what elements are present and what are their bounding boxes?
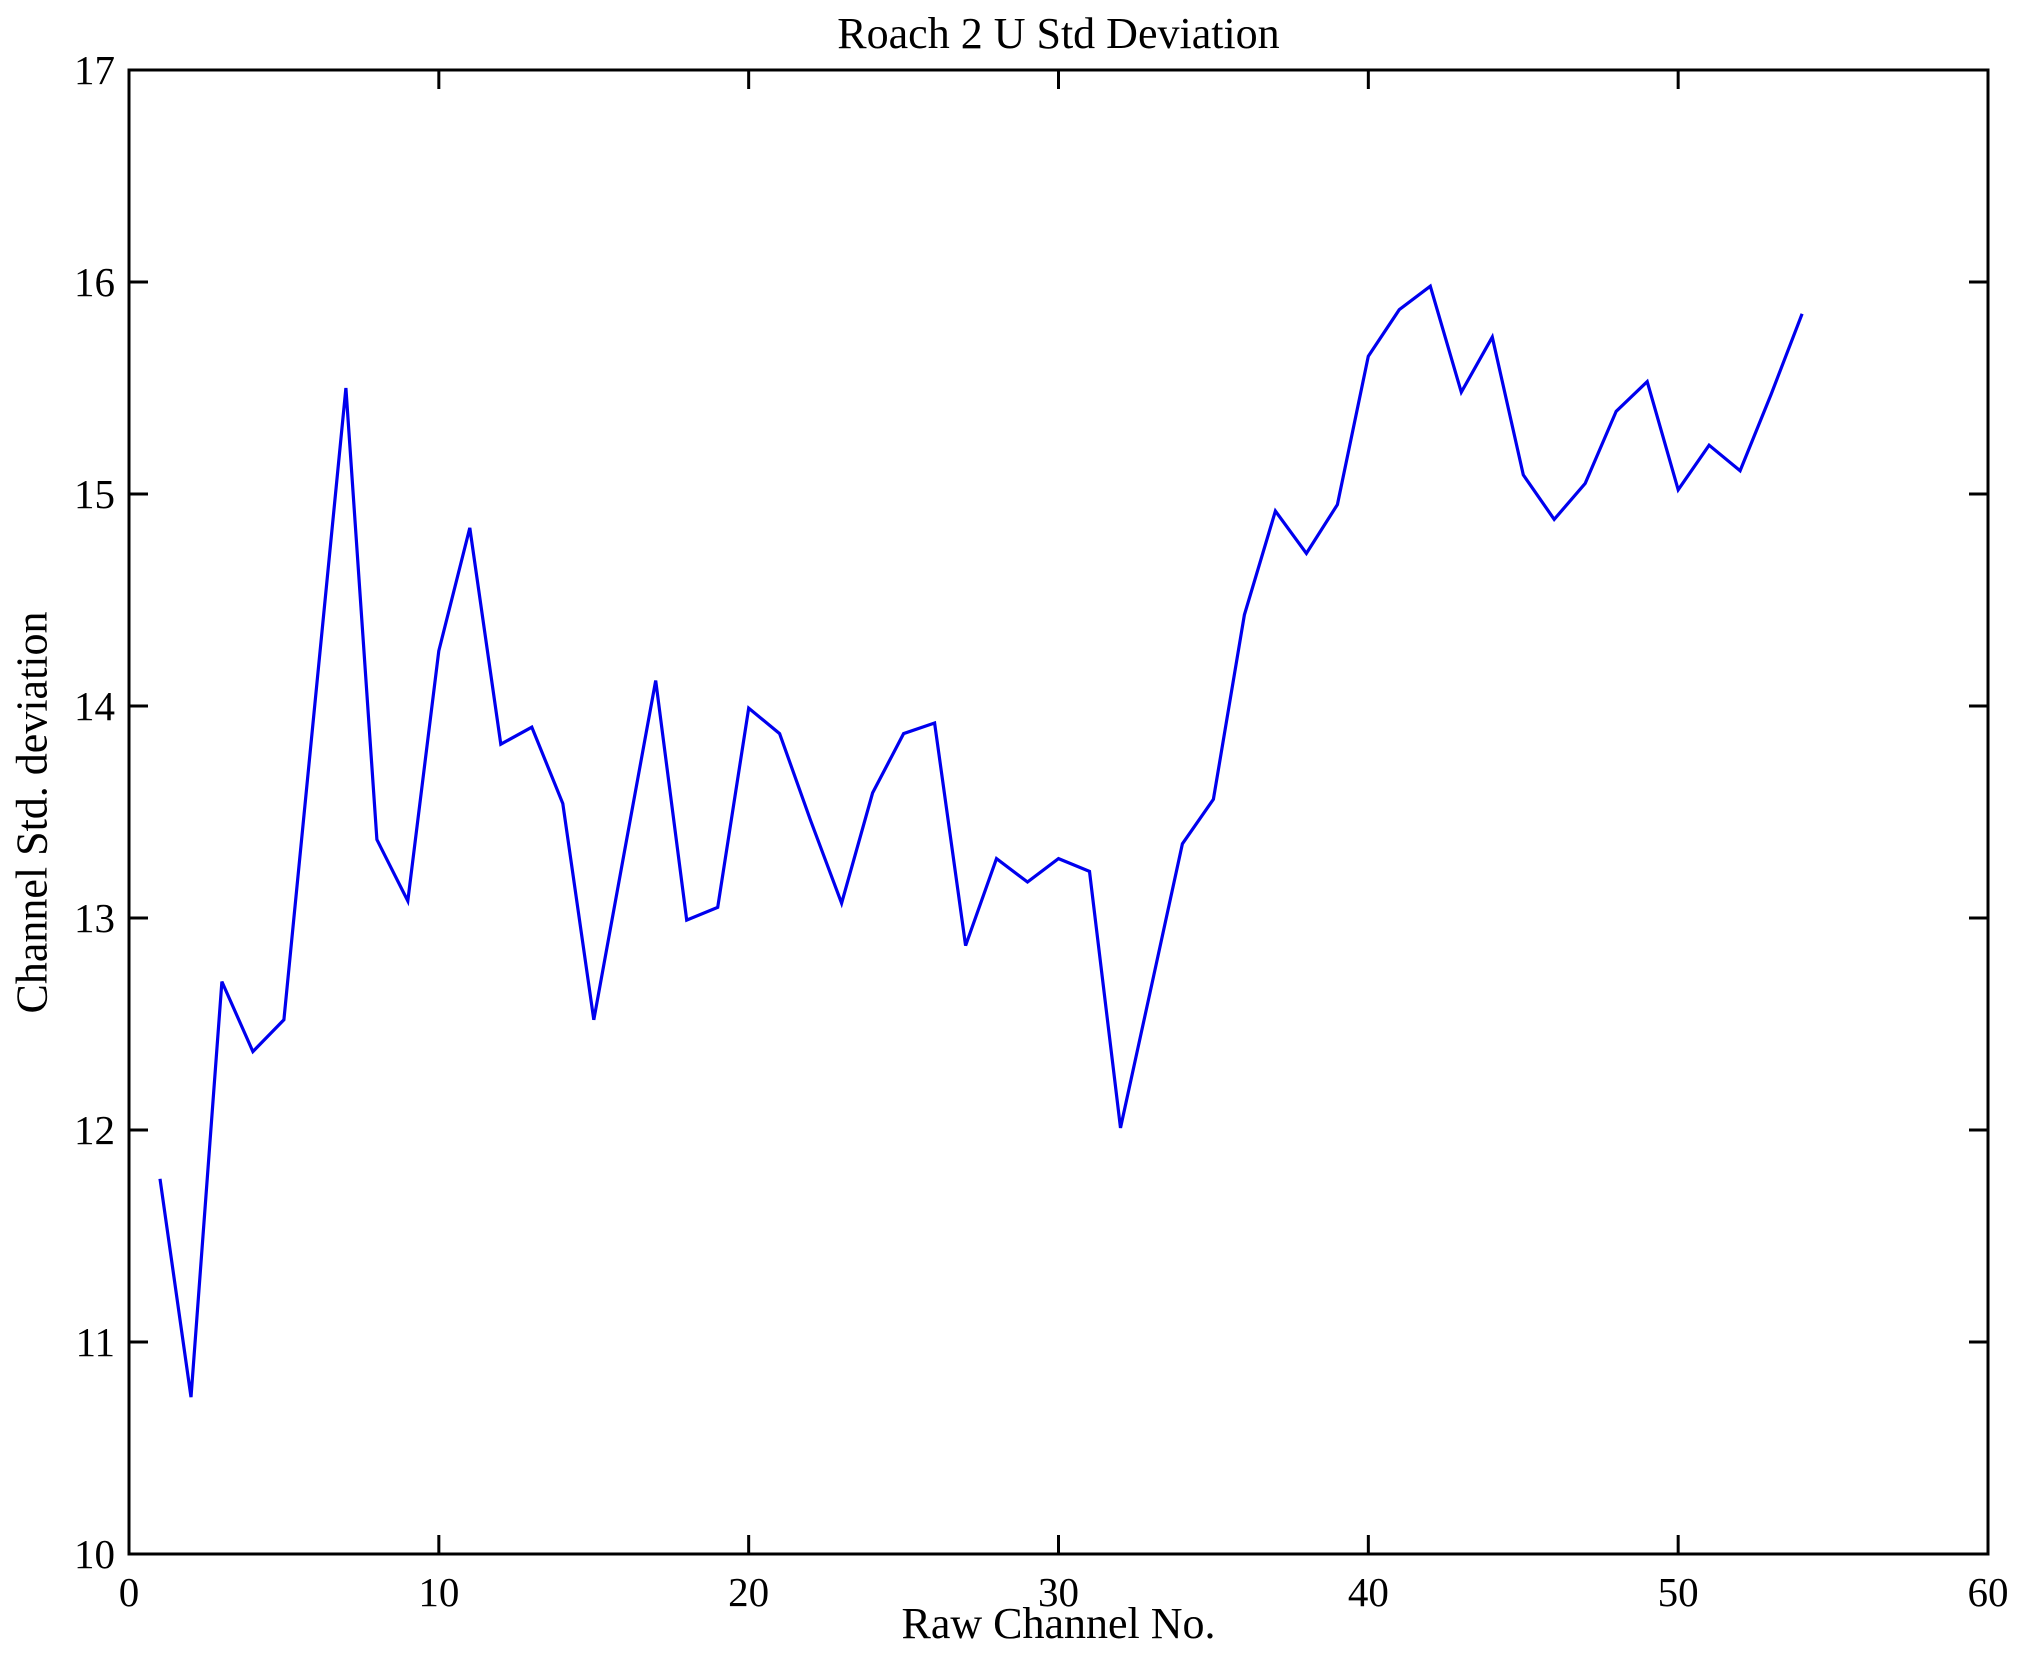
y-axis-label: Channel Std. deviation [7, 611, 57, 1014]
x-tick-label: 0 [119, 1569, 140, 1615]
chart-title: Roach 2 U Std Deviation [837, 9, 1280, 58]
x-tick-label: 30 [1038, 1569, 1079, 1615]
axes-box [127, 68, 1990, 1556]
y-axis-label-container: Channel Std. deviation [7, 0, 57, 1625]
x-tick-label: 50 [1658, 1569, 1699, 1615]
x-tick-label: 60 [1968, 1569, 2009, 1615]
y-tick-label: 16 [74, 259, 115, 305]
y-tick-label: 17 [74, 47, 115, 93]
x-tick-label: 40 [1348, 1569, 1389, 1615]
y-tick-label: 12 [74, 1107, 115, 1153]
x-axis-label: Raw Channel No. [901, 1599, 1216, 1648]
y-tick-label: 10 [74, 1531, 115, 1577]
x-tick-label: 20 [728, 1569, 769, 1615]
y-tick-label: 11 [76, 1319, 115, 1365]
y-tick-label: 14 [74, 683, 115, 729]
data-line [158, 283, 1804, 1398]
y-tick-label: 15 [74, 471, 115, 517]
x-tick-label: 10 [418, 1569, 459, 1615]
y-tick-label: 13 [74, 895, 115, 941]
